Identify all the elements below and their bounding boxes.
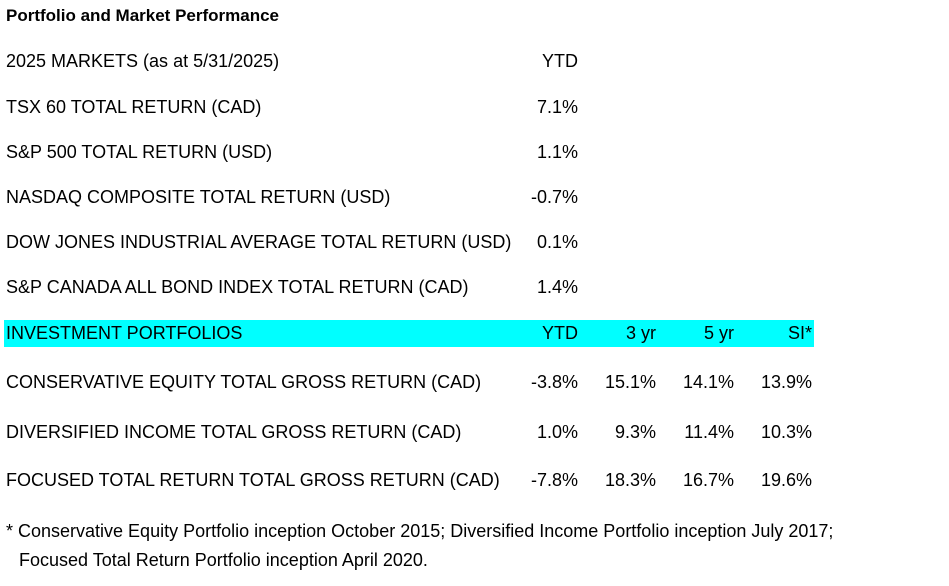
portfolios-header-ytd: YTD	[542, 323, 578, 343]
portfolio-row: DIVERSIFIED INCOME TOTAL GROSS RETURN (C…	[4, 419, 814, 446]
portfolio-row-5yr: 16.7%	[682, 470, 734, 490]
footnote-line-1: * Conservative Equity Portfolio inceptio…	[6, 521, 834, 541]
portfolio-row-3yr: 15.1%	[604, 372, 656, 392]
market-row: NASDAQ COMPOSITE TOTAL RETURN (USD) -0.7…	[4, 184, 814, 211]
page-title: Portfolio and Market Performance	[6, 6, 280, 25]
market-row-label: S&P 500 TOTAL RETURN (USD)	[6, 142, 273, 162]
portfolio-row-3yr: 9.3%	[614, 422, 656, 442]
footnote-line-2: Focused Total Return Portfolio inception…	[19, 550, 428, 570]
portfolios-header-si: SI*	[787, 323, 812, 343]
market-row-ytd: 7.1%	[536, 97, 578, 117]
portfolios-header-3yr: 3 yr	[625, 323, 656, 343]
market-row-ytd: 0.1%	[536, 232, 578, 252]
portfolio-row-si: 13.9%	[760, 372, 812, 392]
market-row-label: TSX 60 TOTAL RETURN (CAD)	[6, 97, 262, 117]
portfolio-row-5yr: 11.4%	[684, 422, 734, 442]
portfolio-row-ytd: 1.0%	[536, 422, 578, 442]
market-row: DOW JONES INDUSTRIAL AVERAGE TOTAL RETUR…	[4, 229, 814, 256]
footnote: * Conservative Equity Portfolio inceptio…	[6, 517, 946, 575]
portfolio-row-si: 10.3%	[760, 422, 812, 442]
market-row: S&P CANADA ALL BOND INDEX TOTAL RETURN (…	[4, 274, 814, 301]
market-row: S&P 500 TOTAL RETURN (USD) 1.1%	[4, 139, 814, 166]
portfolio-row-ytd: -7.8%	[530, 470, 578, 490]
market-row-ytd: -0.7%	[530, 187, 578, 207]
markets-header-label: 2025 MARKETS (as at 5/31/2025)	[6, 51, 280, 71]
market-row-label: S&P CANADA ALL BOND INDEX TOTAL RETURN (…	[6, 277, 469, 297]
portfolio-row-ytd: -3.8%	[530, 372, 578, 392]
portfolios-header-label: INVESTMENT PORTFOLIOS	[6, 323, 243, 343]
portfolio-row-3yr: 18.3%	[604, 470, 656, 490]
market-row: TSX 60 TOTAL RETURN (CAD) 7.1%	[4, 94, 814, 121]
portfolios-header-5yr: 5 yr	[703, 323, 734, 343]
market-row-label: NASDAQ COMPOSITE TOTAL RETURN (USD)	[6, 187, 391, 207]
portfolio-row: CONSERVATIVE EQUITY TOTAL GROSS RETURN (…	[4, 369, 814, 396]
portfolio-row-label: CONSERVATIVE EQUITY TOTAL GROSS RETURN (…	[6, 372, 482, 392]
portfolio-row-5yr: 14.1%	[682, 372, 734, 392]
portfolio-row-si: 19.6%	[760, 470, 812, 490]
portfolio-row: FOCUSED TOTAL RETURN TOTAL GROSS RETURN …	[4, 467, 814, 494]
portfolio-row-label: FOCUSED TOTAL RETURN TOTAL GROSS RETURN …	[6, 470, 500, 490]
portfolios-header-row: INVESTMENT PORTFOLIOS YTD 3 yr 5 yr SI*	[4, 320, 814, 347]
portfolio-row-label: DIVERSIFIED INCOME TOTAL GROSS RETURN (C…	[6, 422, 462, 442]
market-row-label: DOW JONES INDUSTRIAL AVERAGE TOTAL RETUR…	[6, 232, 512, 252]
market-row-ytd: 1.1%	[536, 142, 578, 162]
markets-header-ytd: YTD	[542, 51, 578, 71]
markets-header-row: 2025 MARKETS (as at 5/31/2025) YTD	[4, 48, 814, 75]
market-row-ytd: 1.4%	[536, 277, 578, 297]
